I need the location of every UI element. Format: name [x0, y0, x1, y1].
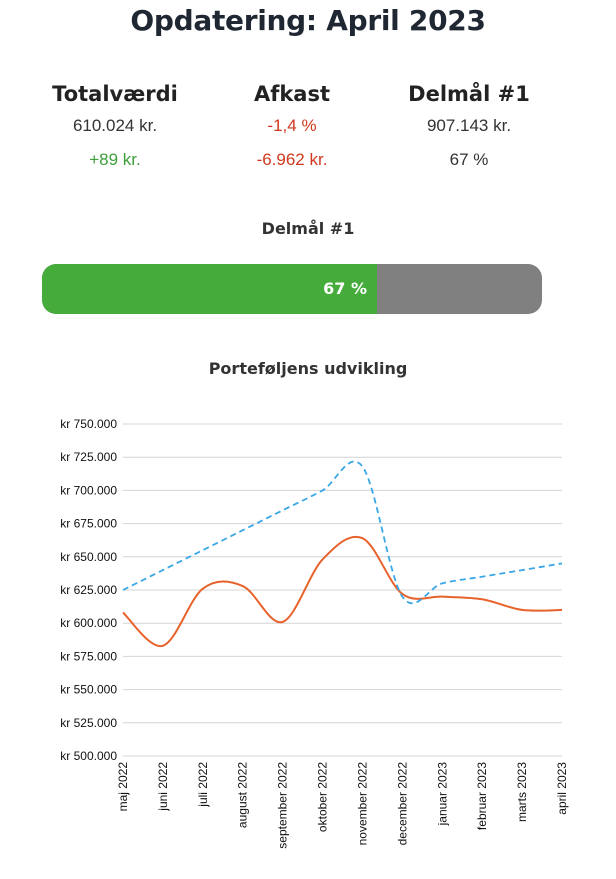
y-tick-label: kr 750.000	[60, 417, 117, 431]
goal-heading: Delmål #1	[261, 219, 355, 238]
y-axis-labels: kr 500.000 kr 525.000 kr 550.000 kr 575.000…	[60, 417, 117, 763]
y-tick-label: kr 500.000	[60, 749, 117, 763]
stat-change: +89 kr.	[89, 150, 141, 169]
y-tick-label: kr 700.000	[60, 483, 117, 497]
x-tick-label: oktober 2022	[316, 762, 330, 832]
x-tick-label: marts 2023	[515, 762, 529, 822]
x-tick-label: november 2022	[355, 762, 369, 846]
chart-series	[122, 460, 563, 647]
goal-progress-label: 67 %	[323, 279, 367, 298]
stat-afkast: Afkast -1,4 % -6.962 kr.	[187, 79, 397, 172]
stat-heading: Afkast	[253, 82, 331, 106]
y-tick-label: kr 575.000	[60, 649, 117, 663]
x-tick-label: april 2023	[555, 762, 569, 815]
x-axis-labels: maj 2022 juni 2022 juli 2022 august 2022 sep…	[116, 762, 569, 849]
x-tick-label: februar 2023	[475, 762, 489, 830]
stat-value: -1,4 %	[267, 116, 317, 135]
y-tick-label: kr 550.000	[60, 683, 117, 697]
page-title: Opdatering: April 2023	[130, 4, 486, 37]
x-tick-label: december 2022	[395, 762, 409, 846]
goal-progress-fill	[42, 264, 377, 314]
y-tick-label: kr 600.000	[60, 616, 117, 630]
x-tick-label: januar 2023	[435, 762, 449, 827]
stat-value: 907.143 kr.	[426, 116, 512, 135]
stat-delmaal: Delmål #1 907.143 kr. 67 %	[364, 79, 574, 172]
y-tick-label: kr 675.000	[60, 517, 117, 531]
x-tick-label: august 2022	[236, 762, 250, 828]
chart-gridlines	[123, 423, 562, 757]
stat-value: 610.024 kr.	[72, 116, 158, 135]
chart-title: Porteføljens udvikling	[208, 359, 408, 378]
y-tick-label: kr 725.000	[60, 450, 117, 464]
stat-change: -6.962 kr.	[256, 150, 328, 169]
goal-progress-bar: 67 %	[42, 264, 542, 314]
stat-totalvaerdi: Totalværdi 610.024 kr. +89 kr.	[10, 79, 220, 172]
portfolio-line-chart: kr 500.000 kr 525.000 kr 550.000 kr 575.000…	[60, 417, 569, 849]
y-tick-label: kr 625.000	[60, 583, 117, 597]
stat-heading: Delmål #1	[408, 82, 530, 106]
x-tick-label: juni 2022	[156, 762, 170, 812]
x-tick-label: maj 2022	[116, 762, 130, 812]
y-tick-label: kr 650.000	[60, 550, 117, 564]
stat-heading: Totalværdi	[52, 82, 178, 106]
y-tick-label: kr 525.000	[60, 716, 117, 730]
x-tick-label: juli 2022	[196, 762, 210, 808]
series-line-dashed	[122, 460, 563, 605]
x-tick-label: september 2022	[276, 762, 290, 849]
series-line-solid	[122, 535, 563, 647]
stat-percent: 67 %	[449, 150, 489, 169]
